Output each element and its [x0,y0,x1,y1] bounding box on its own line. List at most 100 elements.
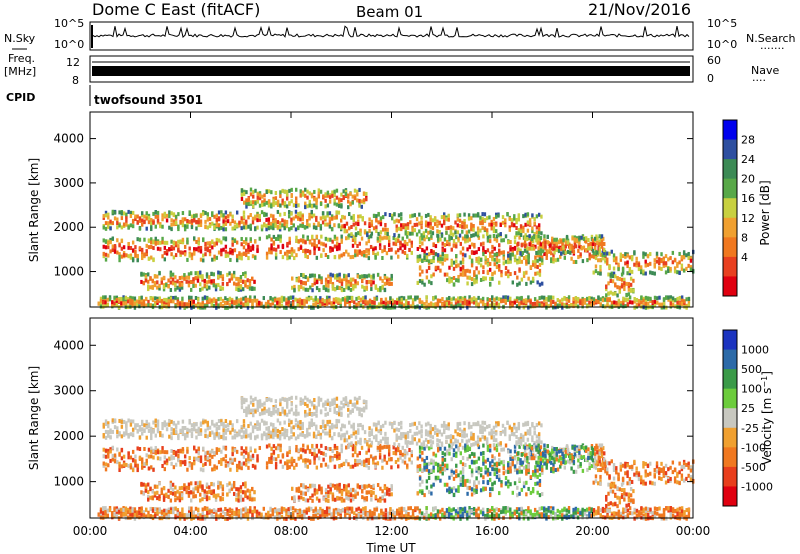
power-cell [424,223,428,228]
power-cell [299,245,303,250]
power-cell [543,234,546,239]
power-cell [481,301,485,306]
power-cell [626,253,629,258]
power-cell [399,240,402,245]
velocity-cell [287,436,291,441]
velocity-cell [134,454,137,459]
power-cell [365,279,369,284]
velocity-cell [285,433,289,438]
power-cell [335,247,339,252]
power-cell [455,259,458,264]
velocity-cell [281,454,285,459]
power-cell [159,247,162,252]
power-cell [169,296,173,301]
power-cell [328,295,331,300]
velocity-cell [369,443,373,448]
power-cell [172,219,176,224]
power-cell [529,265,533,270]
velocity-cell [177,420,180,425]
power-cell [168,225,171,230]
power-cell [341,214,344,219]
power-cell [450,247,453,252]
power-cell [367,251,371,256]
power-cell [396,297,399,302]
power-cell [217,226,221,231]
power-cell [509,252,512,257]
velocity-cell [367,444,371,449]
power-cell [370,231,374,236]
power-cell [363,249,366,254]
power-cell [308,212,311,217]
velocity-cell [322,457,325,462]
power-cell [457,274,460,279]
power-cell [488,239,492,244]
power-cell [372,226,376,231]
power-cell [170,239,173,244]
power-cell [228,271,231,276]
velocity-cell [337,419,341,424]
velocity-cell [387,452,391,457]
velocity-cell [104,419,108,424]
power-cell [407,295,410,300]
power-cell [278,227,282,232]
velocity-cell [190,462,194,467]
velocity-cell [238,460,241,465]
power-cell [565,234,569,239]
power-cell [488,282,492,287]
velocity-cell [161,446,164,451]
power-cell [265,212,268,217]
power-cell [272,219,275,224]
power-cell [504,259,508,264]
power-cell [653,302,657,307]
power-cell [637,267,641,272]
power-cell [418,244,422,249]
power-cell [573,235,577,240]
power-cell [104,295,107,300]
power-cell [102,254,105,259]
power-cell [301,299,304,304]
power-cell [584,239,588,244]
power-cell [267,203,271,208]
power-cell [386,231,389,236]
power-cell [394,242,398,247]
power-cell [381,215,385,220]
power-cell [159,240,162,245]
power-cell [477,295,480,300]
power-cell [304,193,307,198]
power-cell [482,241,485,246]
velocity-cell [188,461,191,466]
power-cell [477,260,481,265]
power-cell [354,249,357,254]
power-cell [320,241,323,246]
power-cell [526,220,530,225]
power-cell [687,255,690,260]
power-cell [537,250,540,255]
power-cell [145,249,148,254]
velocity-cell [113,453,117,458]
power-cell [676,263,679,268]
power-cell [228,296,232,301]
velocity-cell [247,452,250,457]
power-cell [642,254,645,259]
velocity-cell [215,428,219,433]
velocity-cell [161,426,164,431]
power-cell [304,201,307,206]
power-cell [507,269,510,274]
power-cell [295,200,298,205]
power-cell [378,245,382,250]
power-cell [649,252,652,257]
power-cell [244,279,247,284]
power-cell [550,257,553,262]
velocity-cell [265,461,269,466]
power-cell [345,249,348,254]
velocity-cell [443,457,447,462]
power-cell [619,252,623,257]
velocity-cell [195,456,198,461]
power-cell [315,286,319,291]
power-cell [134,245,137,250]
velocity-cell [138,427,142,432]
power-cell [365,285,369,290]
nsearch-label: N.Search [746,32,796,45]
power-cell [492,233,496,238]
power-cell [615,258,618,263]
